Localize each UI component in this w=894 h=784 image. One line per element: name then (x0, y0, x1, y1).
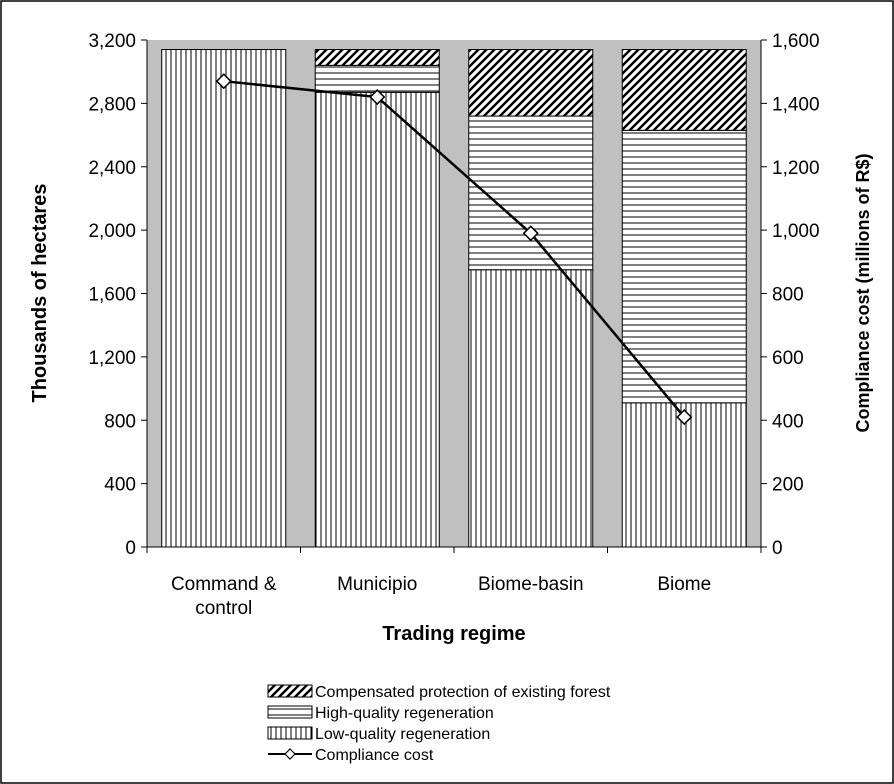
bar-high-quality-regeneration-4 (621, 129, 747, 404)
legend-swatch-high-quality-regeneration (267, 705, 313, 719)
marker-compliance-cost (676, 409, 693, 426)
x-tick-label: Biome (657, 574, 711, 595)
y2-tick-label: 800 (772, 285, 804, 306)
x-tick-label: Municipio (337, 574, 417, 595)
y2-tick-label: 400 (772, 411, 804, 432)
y-tick-label: 2,800 (88, 94, 136, 115)
x-tick-label: Biome-basin (478, 574, 584, 595)
y-tick-label: 2,000 (88, 221, 136, 242)
y2-tick-label: 200 (772, 475, 804, 496)
y2-tick-label: 1,400 (772, 94, 820, 115)
x-tick-label: Command & (171, 574, 277, 595)
legend-swatch-low-quality-regeneration (267, 726, 313, 740)
bar-low-quality-regeneration-4 (621, 402, 747, 548)
legend-label-compliance-cost: Compliance cost (315, 747, 434, 764)
bar-high-quality-regeneration-3 (468, 115, 594, 271)
y-tick-label: 2,400 (88, 158, 136, 179)
marker-compliance-cost (369, 88, 386, 106)
bar-low-quality-regeneration-2 (314, 91, 440, 548)
y-tick-label: 400 (104, 475, 136, 496)
bar-low-quality-regeneration-3 (468, 269, 594, 548)
legend-label-low-quality-regeneration: Low-quality regeneration (315, 726, 490, 743)
y-axis-title: Thousands of hectares (29, 184, 51, 403)
cost-line-group (215, 73, 693, 426)
bars-group (161, 49, 747, 548)
marker-compliance-cost (522, 225, 539, 242)
legend: Compensated protection of existing fores… (267, 684, 611, 764)
bar-low-quality-regeneration-1 (161, 49, 287, 548)
y-tick-label: 1,600 (88, 285, 136, 306)
bar-compensated-protection-of-existing-forest-4 (621, 49, 747, 131)
y-tick-label: 1,200 (88, 348, 136, 369)
y-tick-label: 3,200 (88, 31, 136, 52)
x-axis-title: Trading regime (382, 623, 525, 645)
y2-tick-label: 600 (772, 348, 804, 369)
legend-label-high-quality-regeneration: High-quality regeneration (315, 705, 494, 722)
y2-tick-label: 1,600 (772, 31, 820, 52)
legend-label-compensated-protection-of-existing-forest: Compensated protection of existing fores… (315, 684, 611, 701)
bar-compensated-protection-of-existing-forest-2 (314, 49, 440, 66)
y2-axis-title: Compliance cost (millions of R$) (853, 153, 873, 432)
y-tick-label: 0 (125, 538, 136, 559)
y2-tick-label: 1,000 (772, 221, 820, 242)
x-tick-label: control (195, 598, 252, 619)
y2-tick-label: 1,200 (772, 158, 820, 179)
y-tick-label: 800 (104, 411, 136, 432)
line-compliance-cost (223, 79, 686, 418)
legend-marker-compliance-cost (284, 748, 296, 760)
y2-tick-label: 0 (772, 538, 783, 559)
axes-group: 0 400 800 1,200 1,600 2,000 2,400 2,800 3,200 0 20… (88, 31, 819, 619)
bar-compensated-protection-of-existing-forest-3 (468, 49, 594, 117)
marker-compliance-cost (215, 73, 232, 90)
legend-swatch-compensated-protection-of-existing-forest (267, 684, 313, 698)
bar-high-quality-regeneration-2 (314, 64, 440, 93)
